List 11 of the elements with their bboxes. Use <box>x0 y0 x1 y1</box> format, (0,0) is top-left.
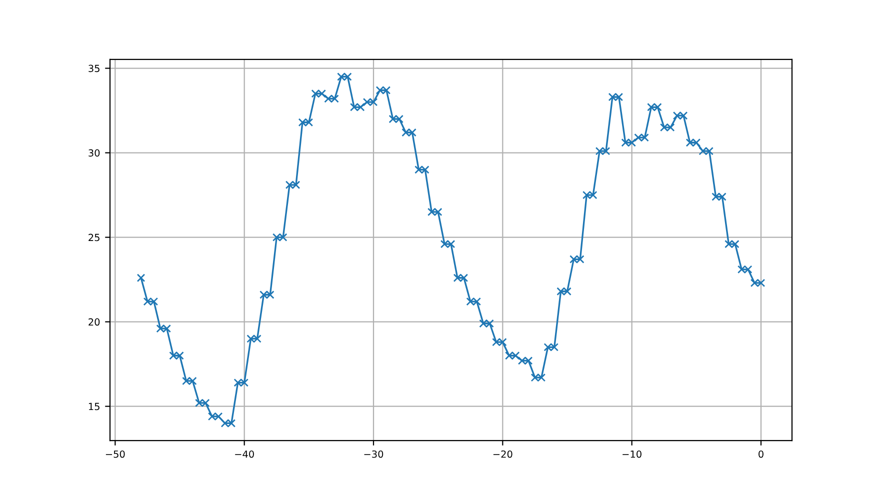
y-tick-label: 35 <box>88 64 100 72</box>
x-tick-label: 0 <box>758 450 764 458</box>
y-tick-label: 15 <box>88 402 100 410</box>
x-tick-label: −50 <box>106 450 125 458</box>
x-tick-label: −10 <box>622 450 642 458</box>
x-tick-label: −20 <box>493 450 512 458</box>
y-tick-label: 30 <box>88 149 100 157</box>
y-tick-label: 20 <box>88 318 100 326</box>
y-tick-label: 25 <box>88 234 100 242</box>
x-tick-label: −30 <box>364 450 384 458</box>
x-tick-label: −40 <box>235 450 254 458</box>
